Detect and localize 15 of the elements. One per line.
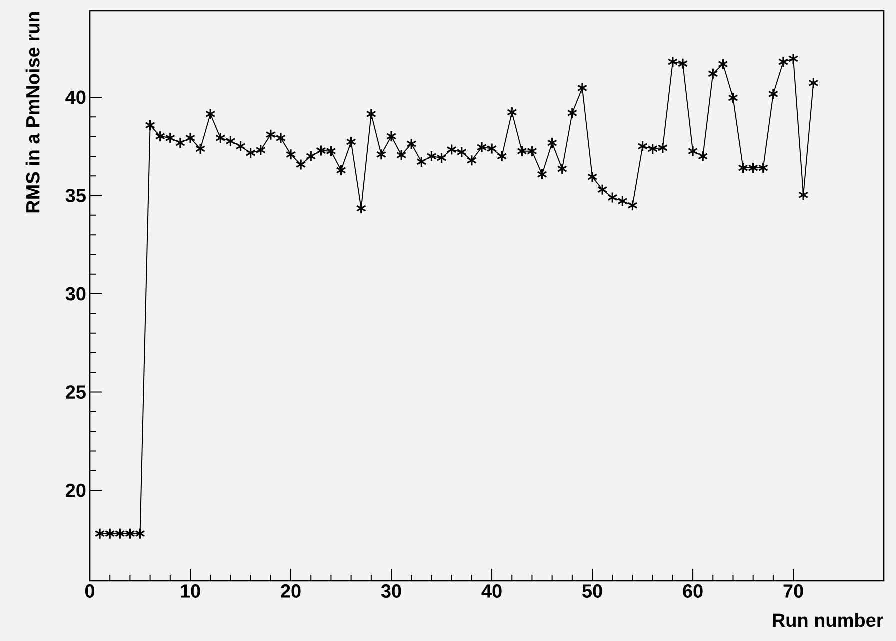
- x-tick-label: 20: [281, 584, 301, 598]
- y-tick-label: 25: [66, 386, 86, 400]
- y-axis-title: RMS in a PmNoise run: [26, 12, 40, 213]
- x-tick-label: 60: [683, 584, 703, 598]
- x-tick-label: 40: [482, 584, 502, 598]
- y-tick-label: 30: [66, 287, 86, 301]
- x-tick-label: 50: [582, 584, 602, 598]
- x-tick-label: 10: [181, 584, 200, 598]
- x-tick-label: 70: [784, 584, 804, 598]
- x-tick-label: 0: [85, 584, 95, 598]
- y-tick-label: 20: [66, 484, 86, 498]
- x-axis-title: Run number: [773, 613, 884, 628]
- y-tick-label: 40: [66, 90, 86, 104]
- y-tick-label: 35: [66, 189, 86, 203]
- x-tick-label: 30: [381, 584, 402, 598]
